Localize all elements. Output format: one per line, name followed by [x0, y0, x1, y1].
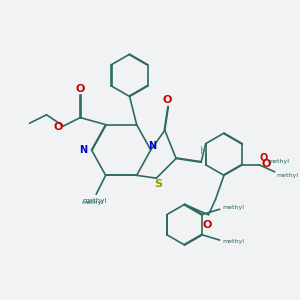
Text: H: H — [200, 146, 208, 156]
Text: O: O — [53, 122, 62, 133]
Text: O: O — [76, 84, 85, 94]
Text: O: O — [202, 220, 212, 230]
Text: methyl: methyl — [222, 206, 244, 210]
Text: methyl: methyl — [81, 200, 103, 205]
Text: S: S — [154, 179, 162, 189]
Text: O: O — [261, 159, 271, 169]
Text: methyl: methyl — [276, 173, 298, 178]
Text: methyl: methyl — [82, 199, 107, 205]
Text: methyl: methyl — [268, 159, 290, 164]
Text: methyl: methyl — [222, 239, 244, 244]
Text: N: N — [80, 145, 88, 155]
Text: N: N — [148, 141, 156, 151]
Text: O: O — [259, 153, 267, 163]
Text: O: O — [162, 95, 172, 105]
